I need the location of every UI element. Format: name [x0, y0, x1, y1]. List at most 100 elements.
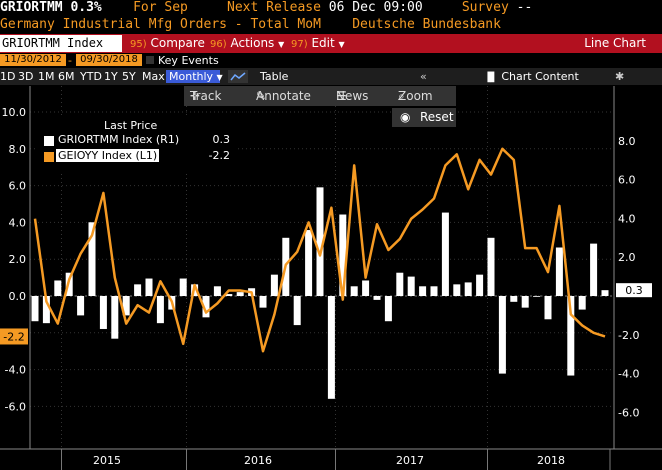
left-tick-label: -4.0 — [5, 364, 26, 377]
edit-number: 97) — [291, 39, 308, 50]
end-date-field[interactable]: 09/30/2018 — [76, 54, 142, 66]
key-events-checkbox[interactable] — [146, 56, 154, 64]
bar — [122, 296, 130, 316]
left-last-value-label: -2.2 — [3, 330, 24, 343]
date-range-bar: 11/30/2012 - 09/30/2018 Key Events — [0, 53, 662, 68]
bar — [305, 230, 313, 296]
bar — [77, 296, 85, 316]
left-last-value-marker — [0, 328, 28, 345]
collapse-icon[interactable]: « — [420, 70, 427, 83]
bar — [373, 296, 381, 300]
left-tick-label: 4.0 — [9, 216, 27, 229]
key-events-label: Key Events — [158, 54, 219, 67]
frequency-caret-icon: ▼ — [216, 73, 223, 82]
table-button[interactable]: Table — [260, 70, 289, 83]
period-6m[interactable]: 6M — [58, 70, 75, 83]
compare-menu[interactable]: 95) Compare — [130, 34, 205, 53]
bar — [362, 280, 370, 296]
security-description: Germany Industrial Mfg Orders - Total Mo… — [0, 16, 662, 34]
legend-heading: Last Price — [104, 119, 158, 132]
start-date-field[interactable]: 11/30/2012 — [0, 54, 66, 66]
bar — [259, 296, 267, 308]
period-1y[interactable]: 1Y — [104, 70, 118, 83]
bar — [498, 296, 506, 374]
bar — [407, 276, 415, 296]
bar — [487, 237, 495, 296]
news-icon: ☰ — [336, 89, 347, 103]
bar — [510, 296, 518, 302]
bar — [111, 296, 119, 339]
left-tick-label: 8.0 — [9, 143, 27, 156]
period-1d[interactable]: 1D — [0, 70, 16, 83]
bar — [601, 290, 609, 296]
compare-label: Compare — [150, 36, 205, 50]
bar — [578, 296, 586, 310]
bar — [567, 296, 575, 376]
bar — [270, 274, 278, 296]
compare-number: 95) — [130, 39, 147, 50]
period-max[interactable]: Max — [142, 70, 165, 83]
left-tick-label: 2.0 — [9, 253, 27, 266]
period-1m[interactable]: 1M — [38, 70, 55, 83]
date-separator: - — [68, 54, 72, 67]
survey-label: Survey — [461, 0, 509, 15]
chart-tools-bar: ✛ Track ✎ Annotate ☰ News ⌕ Zoom — [184, 86, 456, 106]
chart-area: -6.0 -4.0 -2.0 0.0 2.0 4.0 6.0 8.0 10.0 -6.0 -4.0 -… — [0, 86, 662, 470]
bar — [555, 247, 563, 296]
bar — [533, 296, 541, 297]
period-label: For Sep — [133, 0, 188, 15]
ticker-field[interactable]: GRIORTMM Index — [0, 35, 122, 52]
settings-gear-icon[interactable]: ✱ — [615, 70, 625, 83]
frequency-dropdown[interactable]: Monthly ▼ — [166, 70, 223, 83]
bar — [42, 296, 50, 324]
annotate-label: Annotate — [256, 89, 311, 103]
period-3d[interactable]: 3D — [18, 70, 34, 83]
bar — [54, 280, 62, 296]
bar — [521, 296, 529, 308]
left-tick-label: 6.0 — [9, 180, 27, 193]
period-5y[interactable]: 5Y — [122, 70, 136, 83]
bar — [464, 282, 472, 296]
actions-menu[interactable]: 96) Actions ▼ — [210, 34, 284, 53]
bar — [476, 274, 484, 296]
right-tick-label: 8.0 — [618, 135, 636, 148]
pencil-icon: ✎ — [256, 89, 267, 103]
x-tick-label: 2015 — [93, 454, 121, 467]
bar — [145, 278, 153, 296]
crosshair-icon: ✛ — [190, 89, 201, 103]
right-tick-label: -4.0 — [618, 368, 639, 381]
chart-content-button[interactable]: ▐▌ Chart Content — [484, 68, 579, 85]
bar — [339, 214, 347, 296]
chart-content-icon: ▐▌ — [484, 73, 498, 83]
line-chart-glyph — [230, 72, 246, 81]
headline-ticker: GRIORTMM — [0, 0, 63, 15]
left-tick-label: -6.0 — [5, 400, 26, 413]
legend-value-geioyy: -2.2 — [208, 149, 230, 162]
x-tick-label: 2016 — [244, 454, 272, 467]
bar — [441, 212, 449, 296]
period-ytd[interactable]: YTD — [80, 70, 102, 83]
bar — [544, 296, 552, 320]
bar — [396, 272, 404, 296]
period-bar: 1D 3D 1M 6M YTD 1Y 5Y Max Monthly ▼ Tabl… — [0, 68, 662, 85]
frequency-label: Monthly — [169, 70, 214, 83]
chart-type-label[interactable]: Line Chart — [584, 36, 646, 50]
bar — [316, 187, 324, 296]
function-toolbar: GRIORTMM Index 95) Compare 96) Actions ▼… — [0, 34, 662, 53]
axes: -6.0 -4.0 -2.0 0.0 2.0 4.0 6.0 8.0 10.0 -6.0 -4.0 -… — [0, 86, 662, 470]
reset-button[interactable]: ◉ Reset — [392, 108, 456, 127]
edit-menu[interactable]: 97) Edit ▼ — [291, 34, 345, 53]
left-tick-label: 10.0 — [2, 106, 27, 119]
actions-number: 96) — [210, 39, 227, 50]
legend-name-geioyy: GEIOYY Index (L1) — [56, 149, 160, 162]
right-tick-label: 2.0 — [618, 251, 636, 264]
zoom-label: Zoom — [398, 89, 433, 103]
right-last-value-marker — [616, 283, 652, 298]
legend-swatch-griortmm — [44, 136, 54, 146]
bar — [88, 222, 96, 296]
next-release-label: Next Release — [227, 0, 321, 15]
bar — [350, 286, 358, 296]
line-series — [33, 147, 606, 353]
line-chart-icon[interactable] — [228, 70, 248, 83]
legend-name-griortmm: GRIORTMM Index (R1) — [58, 133, 180, 146]
